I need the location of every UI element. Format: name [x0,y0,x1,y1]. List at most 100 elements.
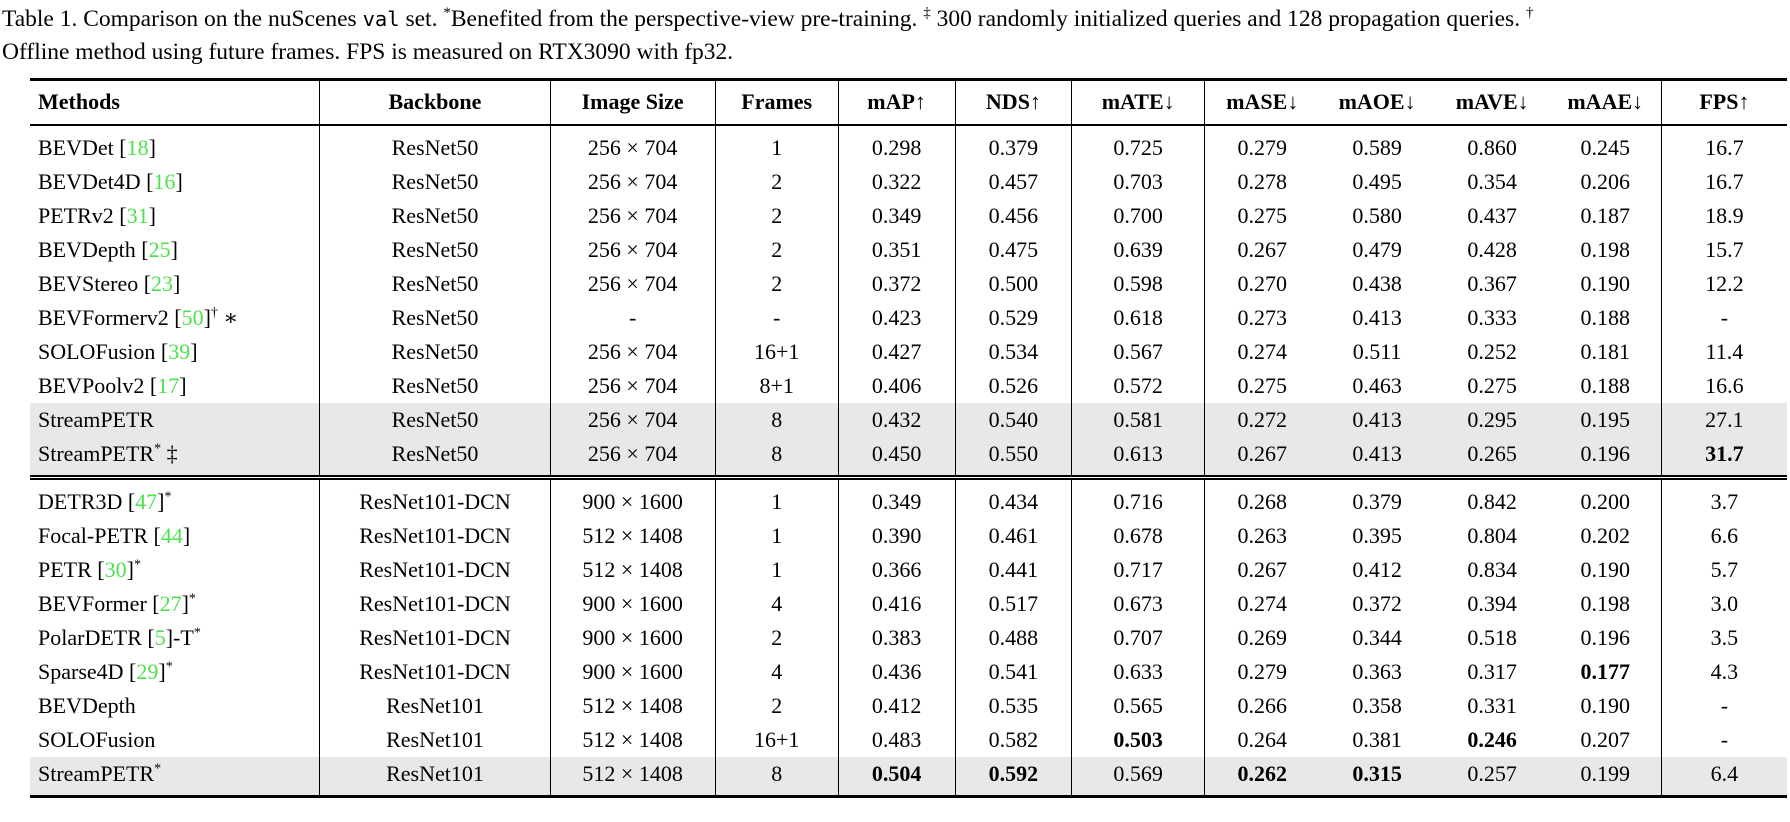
citation-link[interactable]: 50 [181,305,204,330]
metric-value-mAOE: 0.395 [1352,523,1402,548]
metric-value-NDS: 0.540 [955,403,1073,437]
citation-link[interactable]: 27 [159,591,182,616]
backbone-cell: ResNet101-DCN [319,621,551,655]
metric-value-mAVE: 0.265 [1467,441,1517,466]
citation-link[interactable]: 39 [168,339,191,364]
backbone-cell: ResNet101-DCN [319,479,551,519]
column-header: mAOE↓ [1319,79,1435,126]
metric-value-mASE: 0.275 [1237,373,1288,398]
citation-link[interactable]: 44 [160,523,183,548]
metric-value-mAP: 0.322 [838,165,956,199]
frames-cell: 2 [715,165,839,199]
image-size-cell: 512 × 1408 [550,723,716,757]
frames-cell: 4 [715,587,839,621]
citation-link[interactable]: 18 [126,135,149,160]
citation-link[interactable]: 23 [151,271,174,296]
results-table: Methods Backbone Image Size Frames mAP↑ NDS↑ m… [30,78,1787,798]
table-row: Focal-PETR [44] ResNet101-DCN 512 × 1408 1 0… [30,519,1787,553]
image-size-cell: 256 × 704 [550,369,716,403]
citation-link[interactable]: 47 [135,489,158,514]
citation-link[interactable]: 30 [104,557,127,582]
table-row: StreamPETR* ‡ ResNet50 256 × 704 8 0.450 0.55… [30,437,1787,476]
caption-part: ‡ [923,5,931,22]
table-row: BEVDepth ResNet101 512 × 1408 2 0.412 0.535 0.… [30,689,1787,723]
metric-value-mAP: 0.351 [838,233,956,267]
image-size-cell: 900 × 1600 [550,655,716,689]
metric-value-mAVE: 0.275 [1467,373,1517,398]
table-row: BEVFormer [27]* ResNet101-DCN 900 × 1600 4 0… [30,587,1787,621]
metric-value-mASE: 0.267 [1237,441,1288,466]
frames-cell: 2 [715,689,839,723]
method-superscript-mark: * [154,441,162,457]
image-size-cell: 900 × 1600 [550,587,716,621]
method-name: StreamPETR [38,761,155,786]
metric-value-mAVE: 0.257 [1467,761,1517,786]
metric-value-FPS: - [1720,305,1729,330]
method-cell: Sparse4D [29]* [30,655,321,689]
backbone-cell: ResNet101-DCN [319,587,551,621]
metric-value-mAVE: 0.295 [1467,407,1517,432]
method-mark: ∗ [217,305,239,330]
frames-cell: 2 [715,621,839,655]
metric-value-mATE: 0.572 [1071,369,1205,403]
table-row: BEVDet4D [16] ResNet50 256 × 704 2 0.322 0.45… [30,165,1787,199]
metric-value-mATE: 0.598 [1071,267,1205,301]
metric-value-mASE: 0.275 [1237,203,1288,228]
metric-value-mAOE: 0.413 [1352,441,1402,466]
metric-value-mAP: 0.483 [838,723,956,757]
metric-value-mAVE: 0.354 [1467,169,1517,194]
metric-value-mASE: 0.279 [1237,135,1288,160]
metric-value-FPS: - [1720,693,1729,718]
metric-value-mAP: 0.432 [838,403,956,437]
table-row: StreamPETR ResNet50 256 × 704 8 0.432 0.540 0.… [30,403,1787,437]
metric-value-mAAE: 0.200 [1549,479,1662,519]
metric-value-mASE: 0.270 [1237,271,1288,296]
metric-value-mAVE: 0.246 [1467,727,1517,752]
citation-link[interactable]: 31 [126,203,149,228]
backbone-cell: ResNet101 [319,689,551,723]
metric-value-mASE: 0.267 [1237,237,1288,262]
frames-cell: 1 [715,519,839,553]
metric-value-mAAE: 0.177 [1549,655,1662,689]
metric-value-mAP: 0.416 [838,587,956,621]
metric-value-NDS: 0.529 [955,301,1073,335]
header-row: Methods Backbone Image Size Frames mAP↑ NDS↑ m… [30,79,1787,126]
citation-link[interactable]: 16 [153,169,176,194]
metric-value-mAP: 0.412 [838,689,956,723]
metric-value-mAVE: 0.834 [1467,557,1517,582]
metric-value-NDS: 0.461 [955,519,1073,553]
metric-value-mAOE: 0.479 [1352,237,1402,262]
table-row: DETR3D [47]* ResNet101-DCN 900 × 1600 1 0.34… [30,479,1787,519]
caption-part: Benefited from the perspective-view pre-… [450,6,924,32]
metric-value-mATE: 0.567 [1071,335,1205,369]
citation-link[interactable]: 25 [148,237,171,262]
caption-part: val [362,7,400,31]
metric-value-NDS: 0.534 [955,335,1073,369]
method-name: Focal-PETR [38,523,148,548]
metric-value-mATE: 0.613 [1071,437,1205,476]
metric-value-mAOE: 0.589 [1352,135,1402,160]
metric-value-FPS: 5.7 [1710,557,1739,582]
citation-link[interactable]: 5 [154,625,166,650]
metric-value-mAOE: 0.363 [1352,659,1402,684]
metric-value-NDS: 0.550 [955,437,1073,476]
backbone-cell: ResNet101 [319,723,551,757]
method-name: StreamPETR [38,441,155,466]
citation-link[interactable]: 29 [136,659,159,684]
backbone-cell: ResNet50 [319,267,551,301]
column-header: Frames [715,79,839,126]
metric-value-mAAE: 0.198 [1549,233,1662,267]
metric-value-FPS: 16.6 [1705,373,1744,398]
metric-value-mAAE: 0.245 [1549,125,1662,165]
metric-value-mAP: 0.436 [838,655,956,689]
metric-value-mATE: 0.503 [1071,723,1205,757]
metric-value-mATE: 0.678 [1071,519,1205,553]
metric-value-mAVE: 0.428 [1467,237,1517,262]
metric-value-NDS: 0.456 [955,199,1073,233]
backbone-cell: ResNet50 [319,199,551,233]
metric-value-mAOE: 0.463 [1352,373,1402,398]
backbone-cell: ResNet101-DCN [319,519,551,553]
citation-link[interactable]: 17 [157,373,180,398]
metric-value-mAAE: 0.199 [1549,757,1662,797]
metric-value-mAOE: 0.495 [1352,169,1402,194]
